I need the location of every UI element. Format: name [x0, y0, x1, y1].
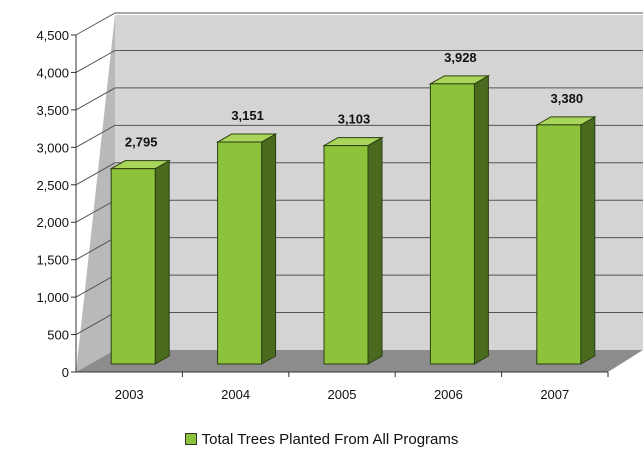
x-tick-label: 2007 — [540, 387, 569, 402]
legend-item: Total Trees Planted From All Programs — [184, 430, 459, 448]
bar — [322, 136, 384, 365]
bar-side — [580, 116, 596, 365]
bar-side — [154, 159, 170, 365]
bar-side — [473, 74, 489, 365]
bars — [109, 74, 597, 365]
x-tick-label: 2006 — [434, 387, 463, 402]
legend-swatch — [184, 433, 197, 445]
y-tick-label: 2,500 — [36, 178, 69, 193]
data-label: 3,103 — [338, 112, 371, 127]
data-labels: 2,795 3,151 3,103 3,928 3,380 — [125, 50, 583, 150]
legend: Total Trees Planted From All Programs — [0, 428, 643, 450]
y-tick-label: 1,000 — [36, 290, 69, 305]
chart-side-wall — [76, 15, 115, 372]
bar — [215, 133, 278, 365]
y-tick-label: 4,000 — [36, 65, 69, 80]
y-tick-label: 3,500 — [36, 103, 69, 118]
x-tick-label: 2004 — [221, 387, 250, 402]
y-tick-label: 4,500 — [36, 28, 69, 43]
gridline — [75, 12, 643, 36]
bar-front — [110, 168, 156, 365]
bar-side — [261, 133, 277, 365]
y-tick-label: 500 — [47, 328, 69, 343]
legend-label: Total Trees Planted From All Programs — [201, 430, 459, 448]
data-label: 3,928 — [444, 50, 477, 65]
data-label: 2,795 — [125, 135, 158, 150]
y-tick-label: 0 — [62, 365, 69, 380]
bar-front — [323, 145, 369, 365]
bar — [109, 159, 172, 365]
y-axis-ticks: 0 500 1,000 1,500 2,000 2,500 3,000 3,500 4,000 4… — [36, 28, 77, 380]
bar-side — [367, 136, 383, 365]
bar-front — [429, 83, 475, 365]
data-label: 3,380 — [551, 91, 584, 106]
x-tick-label: 2005 — [328, 387, 357, 402]
bar — [428, 74, 491, 365]
bar-front — [536, 124, 582, 365]
bar-front — [217, 141, 263, 365]
x-axis-ticks: 2003 2004 2005 2006 2007 — [76, 371, 609, 402]
gridline — [75, 49, 643, 73]
y-tick-label: 1,500 — [36, 253, 69, 268]
y-tick-label: 2,000 — [36, 215, 69, 230]
data-label: 3,151 — [231, 108, 264, 123]
y-tick-label: 3,000 — [36, 140, 69, 155]
x-tick-label: 2003 — [115, 387, 144, 402]
bar — [534, 116, 597, 365]
